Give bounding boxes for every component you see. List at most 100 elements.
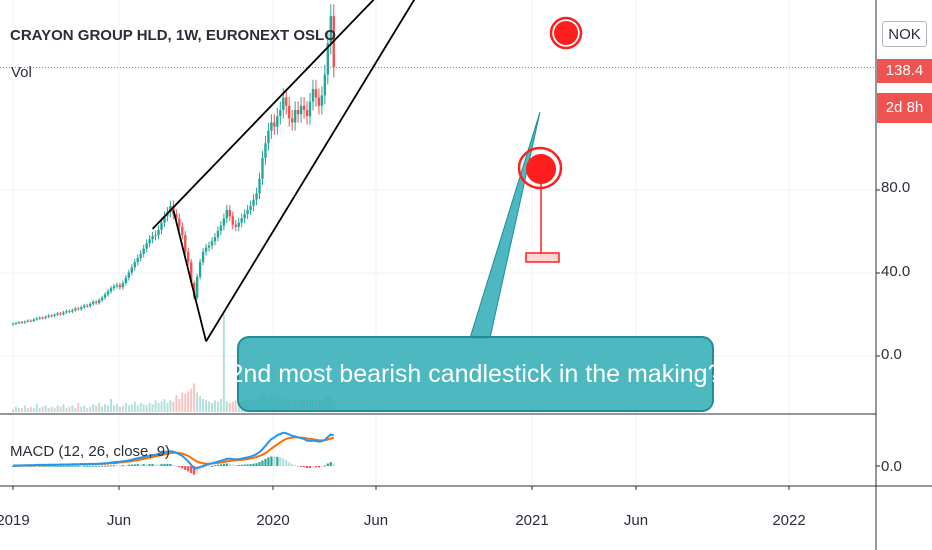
symbol-title[interactable]: CRAYON GROUP HLD, 1W, EURONEXT OSLO [10, 27, 336, 44]
candle-body [201, 251, 205, 263]
candle-body [258, 178, 261, 194]
candle-body [216, 230, 220, 238]
macd-histogram-bar [62, 465, 65, 467]
volume-bar [151, 404, 154, 412]
volume-bar [228, 402, 231, 412]
candle-body [255, 193, 258, 200]
macd-histogram-bar [291, 464, 294, 466]
candle-body [163, 216, 166, 223]
volume-bar [193, 383, 196, 412]
volume-bar [29, 406, 32, 412]
volume-bar [231, 401, 234, 412]
macd-histogram-bar [118, 465, 122, 467]
macd-histogram-bar [23, 466, 26, 467]
volume-bar [127, 405, 130, 412]
macd-histogram-bar [121, 465, 124, 467]
macd-histogram-bar [50, 465, 53, 467]
candle-body [32, 319, 35, 321]
currency-button[interactable]: NOK [882, 21, 927, 47]
volume-bar [68, 406, 71, 412]
drawings[interactable] [0, 0, 876, 342]
volume-bar [32, 408, 35, 412]
candle-body [59, 313, 62, 315]
macd-histogram-bar [74, 465, 77, 467]
macd-histogram-bar [53, 465, 56, 467]
candle-body [133, 262, 136, 268]
candle-body [124, 277, 128, 284]
candle-body [38, 317, 41, 319]
macd-histogram-bar [142, 464, 145, 466]
macd-histogram-bar [207, 466, 211, 467]
candle-body [151, 236, 154, 240]
candlesticks [11, 4, 335, 326]
candle-body [264, 143, 267, 158]
candle-body [14, 323, 18, 325]
candle-body [139, 253, 142, 259]
volume-bar [110, 399, 113, 412]
volume-bar [26, 408, 29, 412]
candle-body [293, 109, 297, 123]
candle-body [50, 315, 53, 317]
candle-body [184, 235, 187, 252]
candle-body [29, 320, 33, 322]
volume-bar [17, 408, 20, 412]
candle-body [314, 89, 318, 98]
top-marker-ring [549, 16, 583, 50]
volume-bar [222, 314, 225, 412]
volume-bar [115, 404, 118, 412]
volume-bar [71, 405, 74, 412]
macd-histogram-bar [38, 465, 41, 467]
candle-body [77, 308, 80, 310]
candle-body [231, 216, 234, 225]
candle-body [23, 321, 27, 323]
macd-histogram-bar [261, 460, 264, 466]
volume-bar [136, 405, 139, 412]
candle-body [320, 95, 324, 106]
time-axis-label: 2021 [515, 512, 549, 529]
candle-body [160, 222, 163, 230]
candle-body [106, 291, 110, 295]
candle-body [109, 288, 113, 292]
macd-legend[interactable]: MACD (12, 26, close, 9) [10, 443, 171, 460]
macd-histogram-bar [320, 466, 323, 467]
candle-body [53, 314, 56, 316]
volume-bar [160, 401, 163, 412]
volume-bar [12, 409, 14, 412]
candle-body [20, 322, 24, 324]
candle-body [317, 97, 321, 106]
callout-pointer [469, 111, 541, 339]
target-marker-ring [517, 146, 563, 190]
macd-histogram-bar [243, 464, 246, 466]
macd-histogram-bar [231, 464, 234, 466]
candle-body [249, 205, 252, 211]
macd-histogram-bar [246, 464, 249, 466]
candle-body [172, 205, 175, 215]
volume-bar [163, 399, 166, 412]
trendline-lower-support [205, 0, 416, 342]
candle-body [190, 262, 193, 284]
macd-histogram-bar [190, 466, 193, 474]
macd-histogram-bar [101, 465, 104, 467]
volume-bar [210, 402, 213, 412]
macd-histogram-bar [106, 465, 110, 467]
volume-legend[interactable]: Vol [11, 64, 32, 81]
macd-histogram-bar [145, 464, 148, 466]
candle-body [115, 285, 119, 287]
candle-body [204, 247, 208, 252]
volume-bar [14, 406, 17, 412]
macd-histogram-bar [157, 464, 160, 466]
volume-bar [145, 405, 148, 412]
annotation-callout[interactable]: 2nd most bearish candlestick in the maki… [230, 336, 721, 412]
macd-histogram-bar [252, 463, 255, 466]
macd-histogram-bar [169, 463, 172, 466]
volume-bar [208, 401, 211, 412]
volume-bar [62, 404, 65, 412]
price-tick-label: 80.0 [881, 179, 911, 196]
trendline-previous-top-line [172, 209, 207, 342]
volume-bar [86, 408, 89, 412]
volume-bar [172, 401, 175, 412]
macd-histogram-bar [98, 465, 101, 467]
macd-histogram-bar [273, 456, 276, 466]
